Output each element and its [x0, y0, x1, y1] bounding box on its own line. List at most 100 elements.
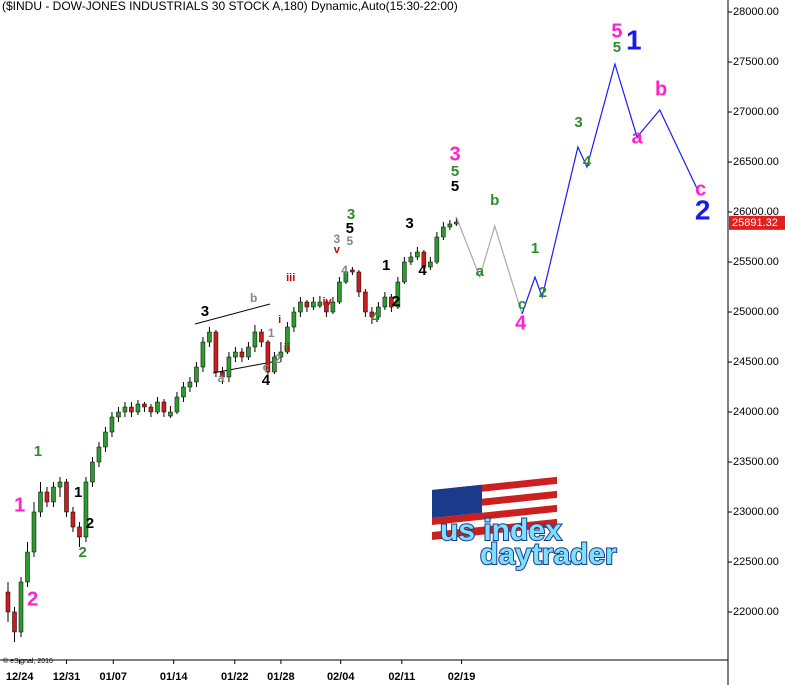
- wave-label: 3: [450, 143, 461, 165]
- candle-body: [454, 221, 459, 225]
- candle-body: [324, 301, 329, 313]
- candle-body: [382, 296, 388, 308]
- wave-label: 1: [14, 494, 25, 516]
- wave-label: ii: [284, 342, 290, 354]
- x-tick-label: 01/07: [99, 671, 127, 683]
- x-tick-label: 01/22: [221, 671, 249, 683]
- wave-label: b: [655, 78, 667, 100]
- wave-label: 4: [583, 153, 592, 170]
- candle-body: [142, 403, 147, 408]
- wave-label: 3: [574, 114, 582, 131]
- candle-body: [64, 481, 69, 513]
- candle-body: [187, 381, 193, 388]
- channel-line: [194, 303, 271, 325]
- y-tick-label: 26500.00: [733, 156, 779, 168]
- candle-body: [174, 396, 180, 413]
- candle-body: [259, 331, 264, 343]
- candle-body: [135, 403, 141, 413]
- candle-body: [447, 223, 453, 228]
- projection-line: [455, 216, 523, 315]
- wave-label: 3: [333, 232, 340, 246]
- candle-body: [31, 511, 37, 553]
- wave-label: 2: [392, 293, 400, 310]
- wave-label: a: [218, 371, 225, 385]
- y-tick-label: 22500.00: [733, 556, 779, 568]
- y-tick-label: 27000.00: [733, 106, 779, 118]
- candle-body: [428, 261, 433, 268]
- last-price-box: [729, 215, 785, 230]
- candle-body: [265, 341, 271, 373]
- x-tick-label: 02/19: [448, 671, 476, 683]
- footer: © eSignal, 2016: [3, 657, 53, 665]
- candle-body: [96, 446, 102, 463]
- candle-body: [337, 281, 342, 303]
- wave-label: 4: [515, 312, 527, 334]
- wave-label: 5: [346, 234, 353, 248]
- candle-body: [304, 301, 310, 308]
- x-tick-label: 01/14: [160, 671, 188, 683]
- y-tick-label: 24000.00: [733, 406, 779, 418]
- wave-label: 1: [626, 24, 642, 55]
- candle-body: [356, 271, 362, 293]
- wave-label: b: [490, 192, 499, 209]
- candle-body: [220, 371, 225, 378]
- wave-label: 2: [274, 352, 281, 366]
- candle-body: [181, 386, 186, 398]
- candle-body: [122, 406, 128, 413]
- wave-label: 5: [451, 178, 459, 195]
- x-tick-label: 12/24: [6, 671, 34, 683]
- candle-body: [434, 236, 440, 263]
- candle-body: [116, 411, 121, 418]
- y-tick-label: 25500.00: [733, 256, 779, 268]
- candle-body: [57, 481, 63, 488]
- wave-label: 5: [613, 39, 621, 56]
- candle-body: [298, 301, 303, 313]
- wave-label: i: [278, 314, 281, 326]
- y-tick-label: 26000.00: [733, 206, 779, 218]
- wave-label: a: [631, 126, 643, 148]
- y-tick-label: 24500.00: [733, 356, 779, 368]
- candle-body: [70, 511, 76, 528]
- candle-body: [207, 331, 212, 343]
- candle-body: [369, 311, 375, 318]
- wave-label: 1: [268, 326, 275, 340]
- y-tick-label: 22000.00: [733, 606, 779, 618]
- wave-label: v: [334, 244, 341, 256]
- wave-label: a: [476, 263, 485, 280]
- logo-text: daytrader: [480, 538, 617, 571]
- plot: [5, 61, 701, 642]
- candle-body: [395, 281, 401, 308]
- candle-body: [239, 351, 245, 358]
- wave-label: 1: [34, 443, 42, 460]
- candle-body: [200, 341, 206, 368]
- wave-label: 2: [79, 544, 87, 561]
- candle-body: [415, 251, 420, 258]
- x-tick-label: 02/04: [327, 671, 355, 683]
- wave-label: c: [518, 296, 526, 313]
- candle-body: [77, 526, 82, 538]
- wave-label: c: [695, 178, 706, 200]
- chart-title: ($INDU - DOW-JONES INDUSTRIALS 30 STOCK …: [2, 0, 458, 13]
- flag-stripe: [432, 511, 557, 532]
- wave-label: 2: [86, 515, 94, 532]
- candle-body: [5, 591, 11, 613]
- wave-label: 5: [451, 163, 459, 180]
- logo: us index daytrader: [432, 476, 618, 572]
- candle-body: [12, 611, 17, 633]
- candle-body: [83, 481, 89, 538]
- candle-body: [155, 401, 160, 413]
- candle-body: [226, 356, 232, 378]
- candle-body: [194, 366, 199, 383]
- candle-body: [291, 311, 297, 328]
- last-price-label: 25891.32: [732, 217, 778, 229]
- candle-body: [389, 296, 394, 308]
- projection-line: [521, 61, 701, 315]
- candle-body: [363, 291, 368, 313]
- candle-body: [38, 491, 43, 513]
- candle-body: [44, 491, 50, 503]
- wave-label: iii: [286, 272, 295, 284]
- candle-body: [148, 406, 154, 413]
- wave-label: 3: [347, 206, 355, 223]
- wave-label: 4: [371, 309, 380, 326]
